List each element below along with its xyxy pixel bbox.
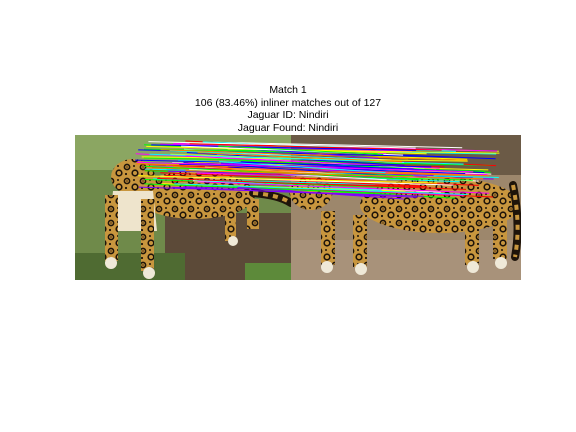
title-jaguar-found: Jaguar Found: Nindiri [237, 121, 339, 134]
match-line [171, 186, 417, 198]
match-line [134, 159, 432, 168]
match-line [143, 157, 491, 166]
match-line [174, 183, 468, 195]
match-line [218, 145, 384, 155]
match-line [212, 141, 463, 149]
right-jaguar-image [289, 135, 521, 280]
match-line [219, 161, 386, 174]
match-line [149, 153, 464, 165]
match-line [197, 181, 490, 194]
match-line [160, 149, 468, 161]
title-inliner-summary: 106 (83.46%) inliner matches out of 127 [194, 96, 382, 109]
match-line [217, 158, 491, 173]
match-line [160, 172, 479, 186]
match-line [237, 186, 404, 200]
match-line [151, 144, 417, 151]
figure-title: Match 1 106 (83.46%) inliner matches out… [0, 84, 576, 134]
match-line [138, 175, 438, 184]
match-line [148, 141, 416, 149]
match-lines [134, 140, 500, 200]
match-line [169, 150, 378, 161]
title-jaguar-id: Jaguar ID: Nindiri [247, 109, 329, 121]
match-line [189, 143, 442, 151]
match-line [209, 169, 464, 176]
title-match-number: Match 1 [269, 84, 307, 96]
match-line [144, 183, 396, 195]
match-line [197, 152, 402, 163]
match-figure [75, 135, 521, 280]
match-line [185, 170, 484, 180]
match-line [157, 177, 467, 190]
match-line [144, 179, 402, 189]
